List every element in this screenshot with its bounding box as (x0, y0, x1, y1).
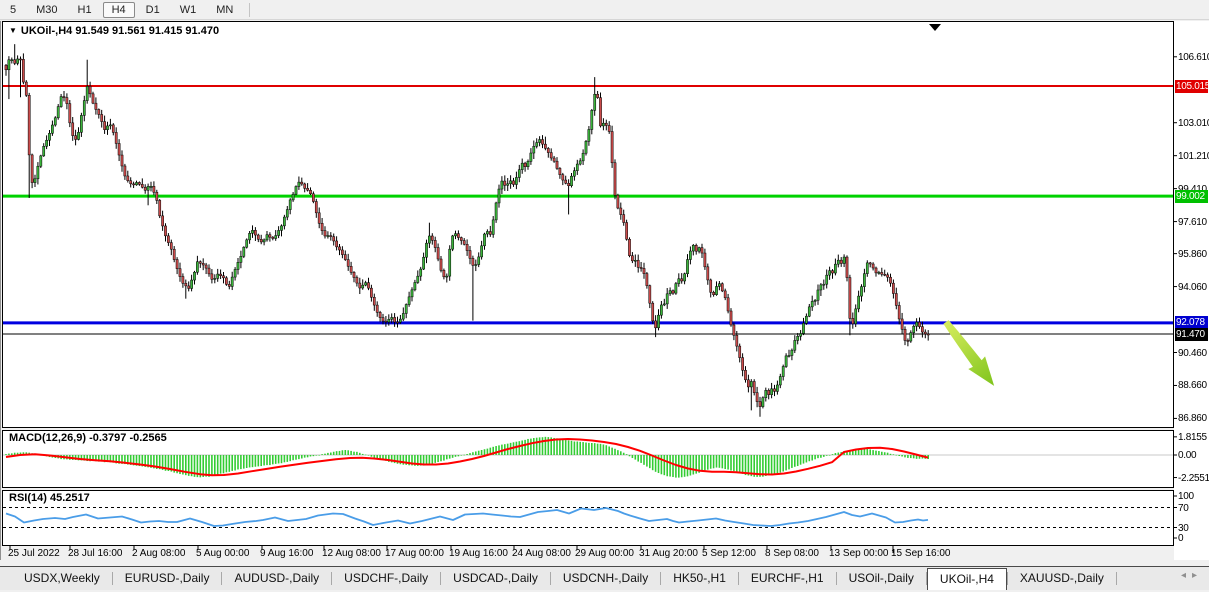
tab-audusd-daily[interactable]: AUDUSD-,Daily (234, 571, 320, 585)
axis-ticks (9, 56, 1177, 553)
timeframe-button-D1[interactable]: D1 (145, 3, 160, 16)
x-axis-label: 15 Sep 16:00 (891, 548, 951, 559)
timeframe-button-MN[interactable]: MN (216, 3, 234, 16)
x-axis-label: 13 Sep 00:00 (829, 548, 889, 559)
x-axis-label: 5 Aug 00:00 (196, 548, 250, 559)
timeframe-button-H1[interactable]: H1 (77, 3, 92, 16)
macd-panel[interactable] (2, 430, 1174, 488)
macd-indicator-label: MACD(12,26,9) -0.3797 -0.2565 (9, 432, 167, 444)
trend-arrow-annotation[interactable] (938, 316, 1003, 393)
tab-hk50-h1[interactable]: HK50-,H1 (673, 571, 726, 585)
tab-separator (440, 572, 442, 585)
timeframe-button-H4[interactable]: H4 (102, 1, 135, 18)
price-scale-tick: 106.610 (1178, 52, 1209, 63)
tab-separator (660, 572, 662, 585)
candles-layer (4, 44, 930, 417)
toolbar-separator (249, 2, 251, 17)
tab-separator (925, 572, 927, 585)
chart-title-text: UKOil-,H4 91.549 91.561 91.415 91.470 (20, 25, 220, 37)
tab-separator (331, 572, 333, 585)
macd-scale-tick: -2.2551 (1178, 473, 1209, 484)
timeframe-button-W1[interactable]: W1 (179, 3, 197, 16)
macd-scale-tick: 0.00 (1178, 450, 1197, 461)
x-axis-label: 9 Aug 16:00 (260, 548, 314, 559)
tab-ukoil-h4[interactable]: UKOil-,H4 (926, 568, 1007, 590)
timeframe-button-M30[interactable]: M30 (36, 3, 58, 16)
chart-title: ▼ UKOil-,H4 91.549 91.561 91.415 91.470 (9, 25, 219, 37)
tab-usdx-weekly[interactable]: USDX,Weekly (24, 571, 100, 585)
chart-shift-marker-icon[interactable] (929, 24, 941, 31)
price-level-label-92.078: 92.078 (1175, 316, 1208, 329)
tab-xauusd-daily[interactable]: XAUUSD-,Daily (1019, 571, 1104, 585)
x-axis-label: 17 Aug 00:00 (385, 548, 444, 559)
rsi-indicator-label: RSI(14) 45.2517 (9, 492, 90, 504)
tab-separator (737, 572, 739, 585)
timeframe-button-5[interactable]: 5 (10, 3, 17, 16)
rsi-line (5, 507, 929, 527)
tab-separator (549, 572, 551, 585)
macd-histogram (5, 436, 929, 478)
symbol-tab-bar: USDX,Weekly EURUSD-,Daily AUDUSD-,Daily USD… (0, 566, 1209, 590)
price-scale-tick: 97.610 (1178, 217, 1207, 228)
x-axis-label: 12 Aug 08:00 (322, 548, 381, 559)
main-price-panel[interactable] (2, 21, 1174, 428)
tab-separator (221, 572, 223, 585)
price-level-label-105.015: 105.015 (1175, 80, 1209, 93)
x-axis-label: 19 Aug 16:00 (449, 548, 508, 559)
macd-scale-tick: 1.8155 (1178, 432, 1207, 443)
tab-eurusd-daily[interactable]: EURUSD-,Daily (124, 571, 210, 585)
price-scale-column[interactable] (1174, 21, 1209, 560)
tab-usdcad-daily[interactable]: USDCAD-,Daily (453, 571, 538, 585)
rsi-scale-tick: 30 (1178, 523, 1189, 534)
x-axis-label: 5 Sep 12:00 (702, 548, 756, 559)
price-scale-tick: 86.860 (1178, 413, 1207, 424)
tab-separator (111, 572, 113, 585)
x-axis-label: 2 Aug 08:00 (132, 548, 186, 559)
tab-scroll-nav: ◂▸ (1181, 570, 1203, 581)
price-level-label-99.002: 99.002 (1175, 190, 1208, 203)
tab-eurchf-h1[interactable]: EURCHF-,H1 (750, 571, 824, 585)
x-axis-label: 28 Jul 16:00 (68, 548, 123, 559)
x-axis-label: 24 Aug 08:00 (512, 548, 571, 559)
x-axis-label: 25 Jul 2022 (8, 548, 60, 559)
tab-separator (1115, 572, 1117, 585)
tab-usdcnh-daily[interactable]: USDCNH-,Daily (562, 571, 649, 585)
rsi-scale-tick: 0 (1178, 533, 1184, 544)
tab-usoil-daily[interactable]: USOil-,Daily (848, 571, 914, 585)
price-scale-tick: 101.210 (1178, 151, 1209, 162)
tab-usdchf-daily[interactable]: USDCHF-,Daily (344, 571, 429, 585)
timeframe-toolbar: 5 M30 H1 H4 D1 W1 MN (0, 0, 1209, 20)
macd-signal-line (5, 438, 929, 477)
chart-dropdown-icon[interactable]: ▼ (9, 26, 17, 35)
tab-scroll-right-icon[interactable]: ▸ (1191, 570, 1203, 581)
price-level-label-91.470: 91.470 (1175, 328, 1208, 341)
tab-separator (835, 572, 837, 585)
x-axis-label: 8 Sep 08:00 (765, 548, 819, 559)
tab-scroll-left-icon[interactable]: ◂ (1180, 570, 1192, 581)
rsi-panel[interactable] (2, 490, 1174, 546)
price-scale-tick: 90.460 (1178, 348, 1207, 359)
price-scale-tick: 99.410 (1178, 184, 1207, 195)
x-axis-label: 31 Aug 20:00 (639, 548, 698, 559)
tab-separator (1006, 572, 1008, 585)
x-axis-label: 29 Aug 00:00 (575, 548, 634, 559)
rsi-scale-tick: 100 (1178, 491, 1194, 502)
price-scale-tick: 95.860 (1178, 249, 1207, 260)
rsi-scale-tick: 70 (1178, 503, 1189, 514)
price-scale-tick: 94.060 (1178, 282, 1207, 293)
price-scale-tick: 103.010 (1178, 118, 1209, 129)
level-lines-layer (3, 85, 1173, 335)
price-scale-tick: 88.660 (1178, 380, 1207, 391)
